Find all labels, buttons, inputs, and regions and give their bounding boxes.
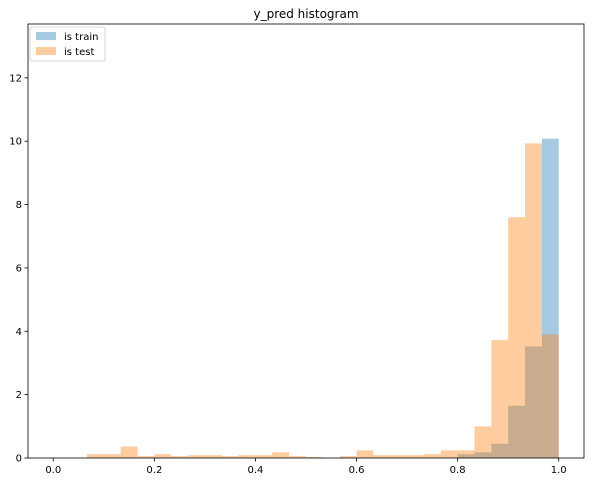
bar-train	[474, 452, 492, 458]
bar-test	[508, 217, 526, 458]
bar-test	[204, 455, 222, 458]
bar-test	[86, 454, 104, 458]
legend-label-train: is train	[64, 32, 98, 43]
y-tick-label: 4	[16, 327, 22, 338]
bar-test	[171, 456, 189, 458]
bar-test	[525, 143, 542, 458]
x-tick-label: 0.6	[349, 465, 365, 476]
x-tick-label: 1.0	[551, 465, 567, 476]
y-tick-label: 0	[16, 454, 22, 465]
bar-test	[255, 455, 273, 458]
bar-test	[390, 455, 408, 458]
y-tick-label: 10	[9, 137, 22, 148]
bar-test	[154, 454, 172, 458]
bar-test	[407, 455, 424, 458]
bar-test	[137, 456, 155, 458]
bar-test	[339, 456, 357, 458]
legend: is train is test	[29, 26, 106, 62]
bar-train	[457, 454, 475, 458]
x-tick-label: 0.8	[450, 465, 466, 476]
bar-train	[508, 405, 526, 458]
bar-test	[423, 454, 441, 458]
y-axis: 0 2 4 6 8 10 12	[9, 73, 28, 465]
x-tick-label: 0.4	[248, 465, 264, 476]
test-bars	[86, 143, 559, 458]
y-tick-label: 12	[9, 73, 22, 84]
bar-test	[306, 457, 323, 458]
bar-test	[188, 455, 205, 458]
bar-train	[491, 443, 509, 458]
x-tick-label: 0.2	[146, 465, 162, 476]
y-tick-label: 2	[16, 390, 22, 401]
bar-test	[457, 450, 475, 458]
bar-test	[491, 340, 509, 458]
bar-test	[120, 446, 138, 458]
bar-test	[541, 334, 559, 458]
bar-train	[525, 346, 542, 458]
train-bars	[457, 138, 559, 458]
bar-test	[103, 454, 121, 458]
x-tick-label: 0.0	[45, 465, 61, 476]
legend-box	[29, 26, 106, 62]
y-tick-label: 6	[16, 263, 22, 274]
chart-title: y_pred histogram	[253, 7, 358, 21]
bar-test	[238, 455, 256, 458]
y-tick-label: 8	[16, 200, 22, 211]
bar-test	[221, 456, 239, 458]
bar-test	[440, 450, 458, 458]
bar-test	[272, 452, 290, 458]
bar-test	[356, 450, 374, 458]
bar-train	[541, 138, 559, 458]
legend-swatch-train	[36, 32, 56, 40]
bar-test	[373, 455, 391, 458]
x-axis: 0.0 0.2 0.4 0.6 0.8 1.0	[45, 458, 567, 476]
plot-frame	[27, 23, 585, 459]
bar-test	[289, 456, 306, 458]
bar-test	[474, 426, 492, 458]
legend-swatch-test	[36, 47, 56, 55]
legend-label-test: is test	[64, 47, 94, 58]
